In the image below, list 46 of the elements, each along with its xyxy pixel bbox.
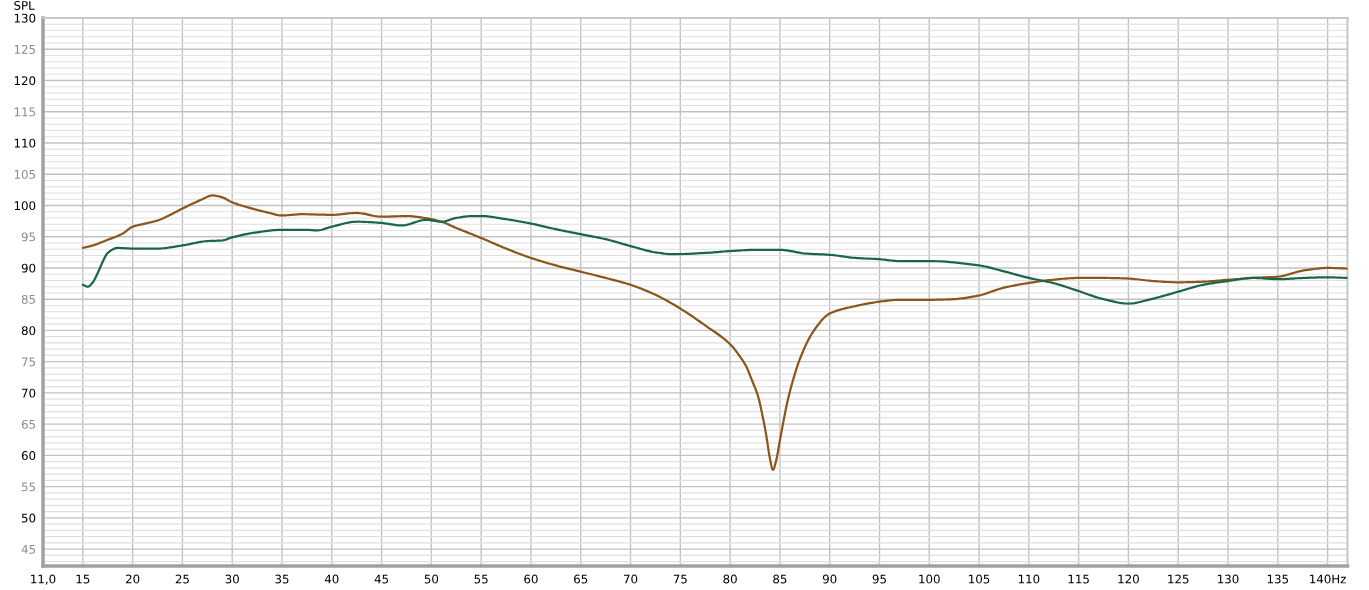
- x-tick-label: 140Hz: [1310, 574, 1346, 584]
- x-tick-label: 20: [125, 574, 140, 584]
- y-tick-label: 130: [14, 13, 36, 23]
- x-tick-label: 85: [773, 574, 787, 584]
- y-tick-label: 60: [21, 451, 36, 461]
- x-tick-label: 115: [1068, 574, 1089, 584]
- x-tick-label: 100: [919, 574, 940, 584]
- y-tick-label: 120: [14, 76, 36, 86]
- x-tick-label: 50: [424, 574, 439, 584]
- y-tick-label: 55: [21, 482, 36, 492]
- y-tick-label: 80: [21, 326, 36, 336]
- x-tick-label: 35: [275, 574, 289, 584]
- y-tick-label: 45: [21, 545, 36, 554]
- x-tick-label: 75: [673, 574, 687, 584]
- x-tick-label: 135: [1267, 574, 1289, 584]
- x-tick-label: 40: [324, 574, 339, 584]
- x-tick-label: 110: [1018, 574, 1040, 584]
- x-tick-label: 45: [374, 574, 389, 584]
- x-tick-label: 120: [1118, 574, 1139, 584]
- x-tick-label: 105: [969, 574, 990, 584]
- x-tick-label: 30: [225, 574, 239, 584]
- x-tick-label: 125: [1168, 574, 1189, 584]
- y-tick-label: 85: [21, 294, 36, 304]
- x-tick-label: 65: [574, 574, 588, 584]
- y-tick-label: 50: [21, 513, 36, 523]
- y-tick-label: 105: [14, 169, 36, 179]
- x-tick-label: 95: [872, 574, 886, 584]
- y-tick-label: 90: [21, 263, 36, 273]
- y-tick-label: 115: [14, 107, 36, 117]
- x-tick-label: 25: [175, 574, 189, 584]
- y-tick-label: 100: [14, 201, 36, 211]
- y-axis-title: SPL: [14, 0, 35, 10]
- y-tick-label: 65: [21, 419, 36, 429]
- x-tick-label: 11,0: [31, 574, 56, 585]
- x-tick-label: 90: [822, 574, 837, 584]
- x-tick-label: 55: [474, 574, 488, 584]
- x-tick-label: 70: [623, 574, 638, 584]
- y-tick-label: 110: [14, 138, 36, 148]
- y-tick-label: 95: [21, 232, 36, 242]
- x-tick-label: 60: [524, 574, 538, 584]
- x-tick-label: 15: [76, 574, 90, 584]
- y-tick-label: 70: [22, 388, 36, 398]
- y-tick-label: 125: [14, 44, 36, 54]
- y-tick-label: 75: [22, 357, 36, 367]
- x-tick-label: 80: [723, 574, 737, 584]
- x-tick-label: 130: [1218, 574, 1239, 584]
